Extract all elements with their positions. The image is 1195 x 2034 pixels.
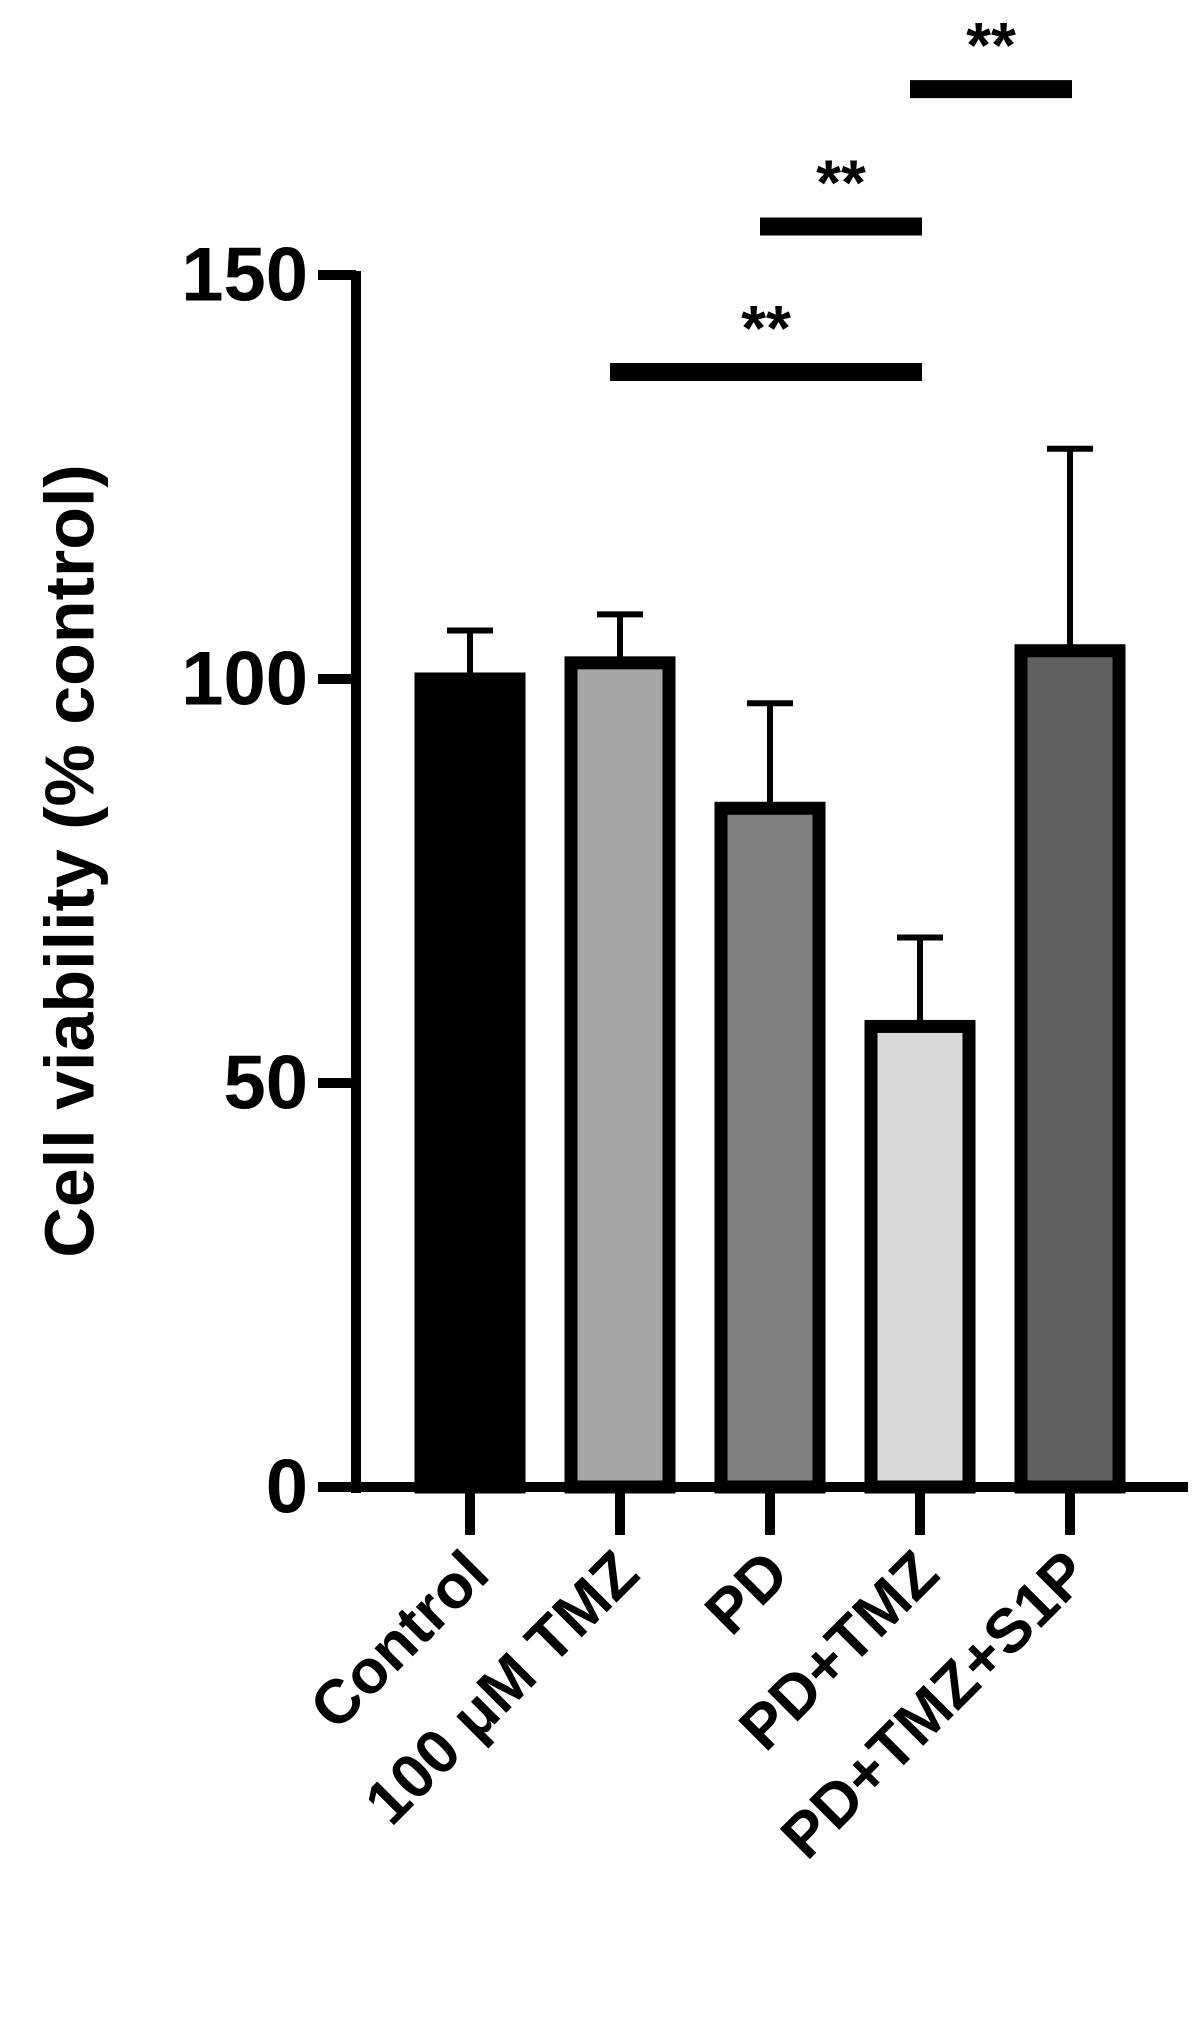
y-tick-label: 150 [181, 233, 308, 318]
significance-markers: ** ** ** [610, 9, 1072, 381]
bar [864, 1019, 976, 1494]
bar [1014, 644, 1126, 1494]
significance-label: ** [741, 292, 791, 364]
y-tick-label: 100 [181, 637, 308, 722]
category-label: PD [692, 1538, 802, 1648]
significance-label: ** [816, 147, 866, 219]
bar [414, 672, 526, 1494]
error-bars [447, 445, 1093, 1027]
significance-label: ** [966, 9, 1016, 81]
bar [564, 656, 676, 1494]
y-ticks: 0 50 100 150 [181, 233, 356, 1530]
y-tick-label: 0 [266, 1445, 308, 1530]
y-axis-label: Cell viability (% control) [30, 464, 108, 1257]
bar [714, 801, 826, 1494]
y-tick-label: 50 [223, 1041, 308, 1126]
x-ticks [465, 1487, 1075, 1535]
